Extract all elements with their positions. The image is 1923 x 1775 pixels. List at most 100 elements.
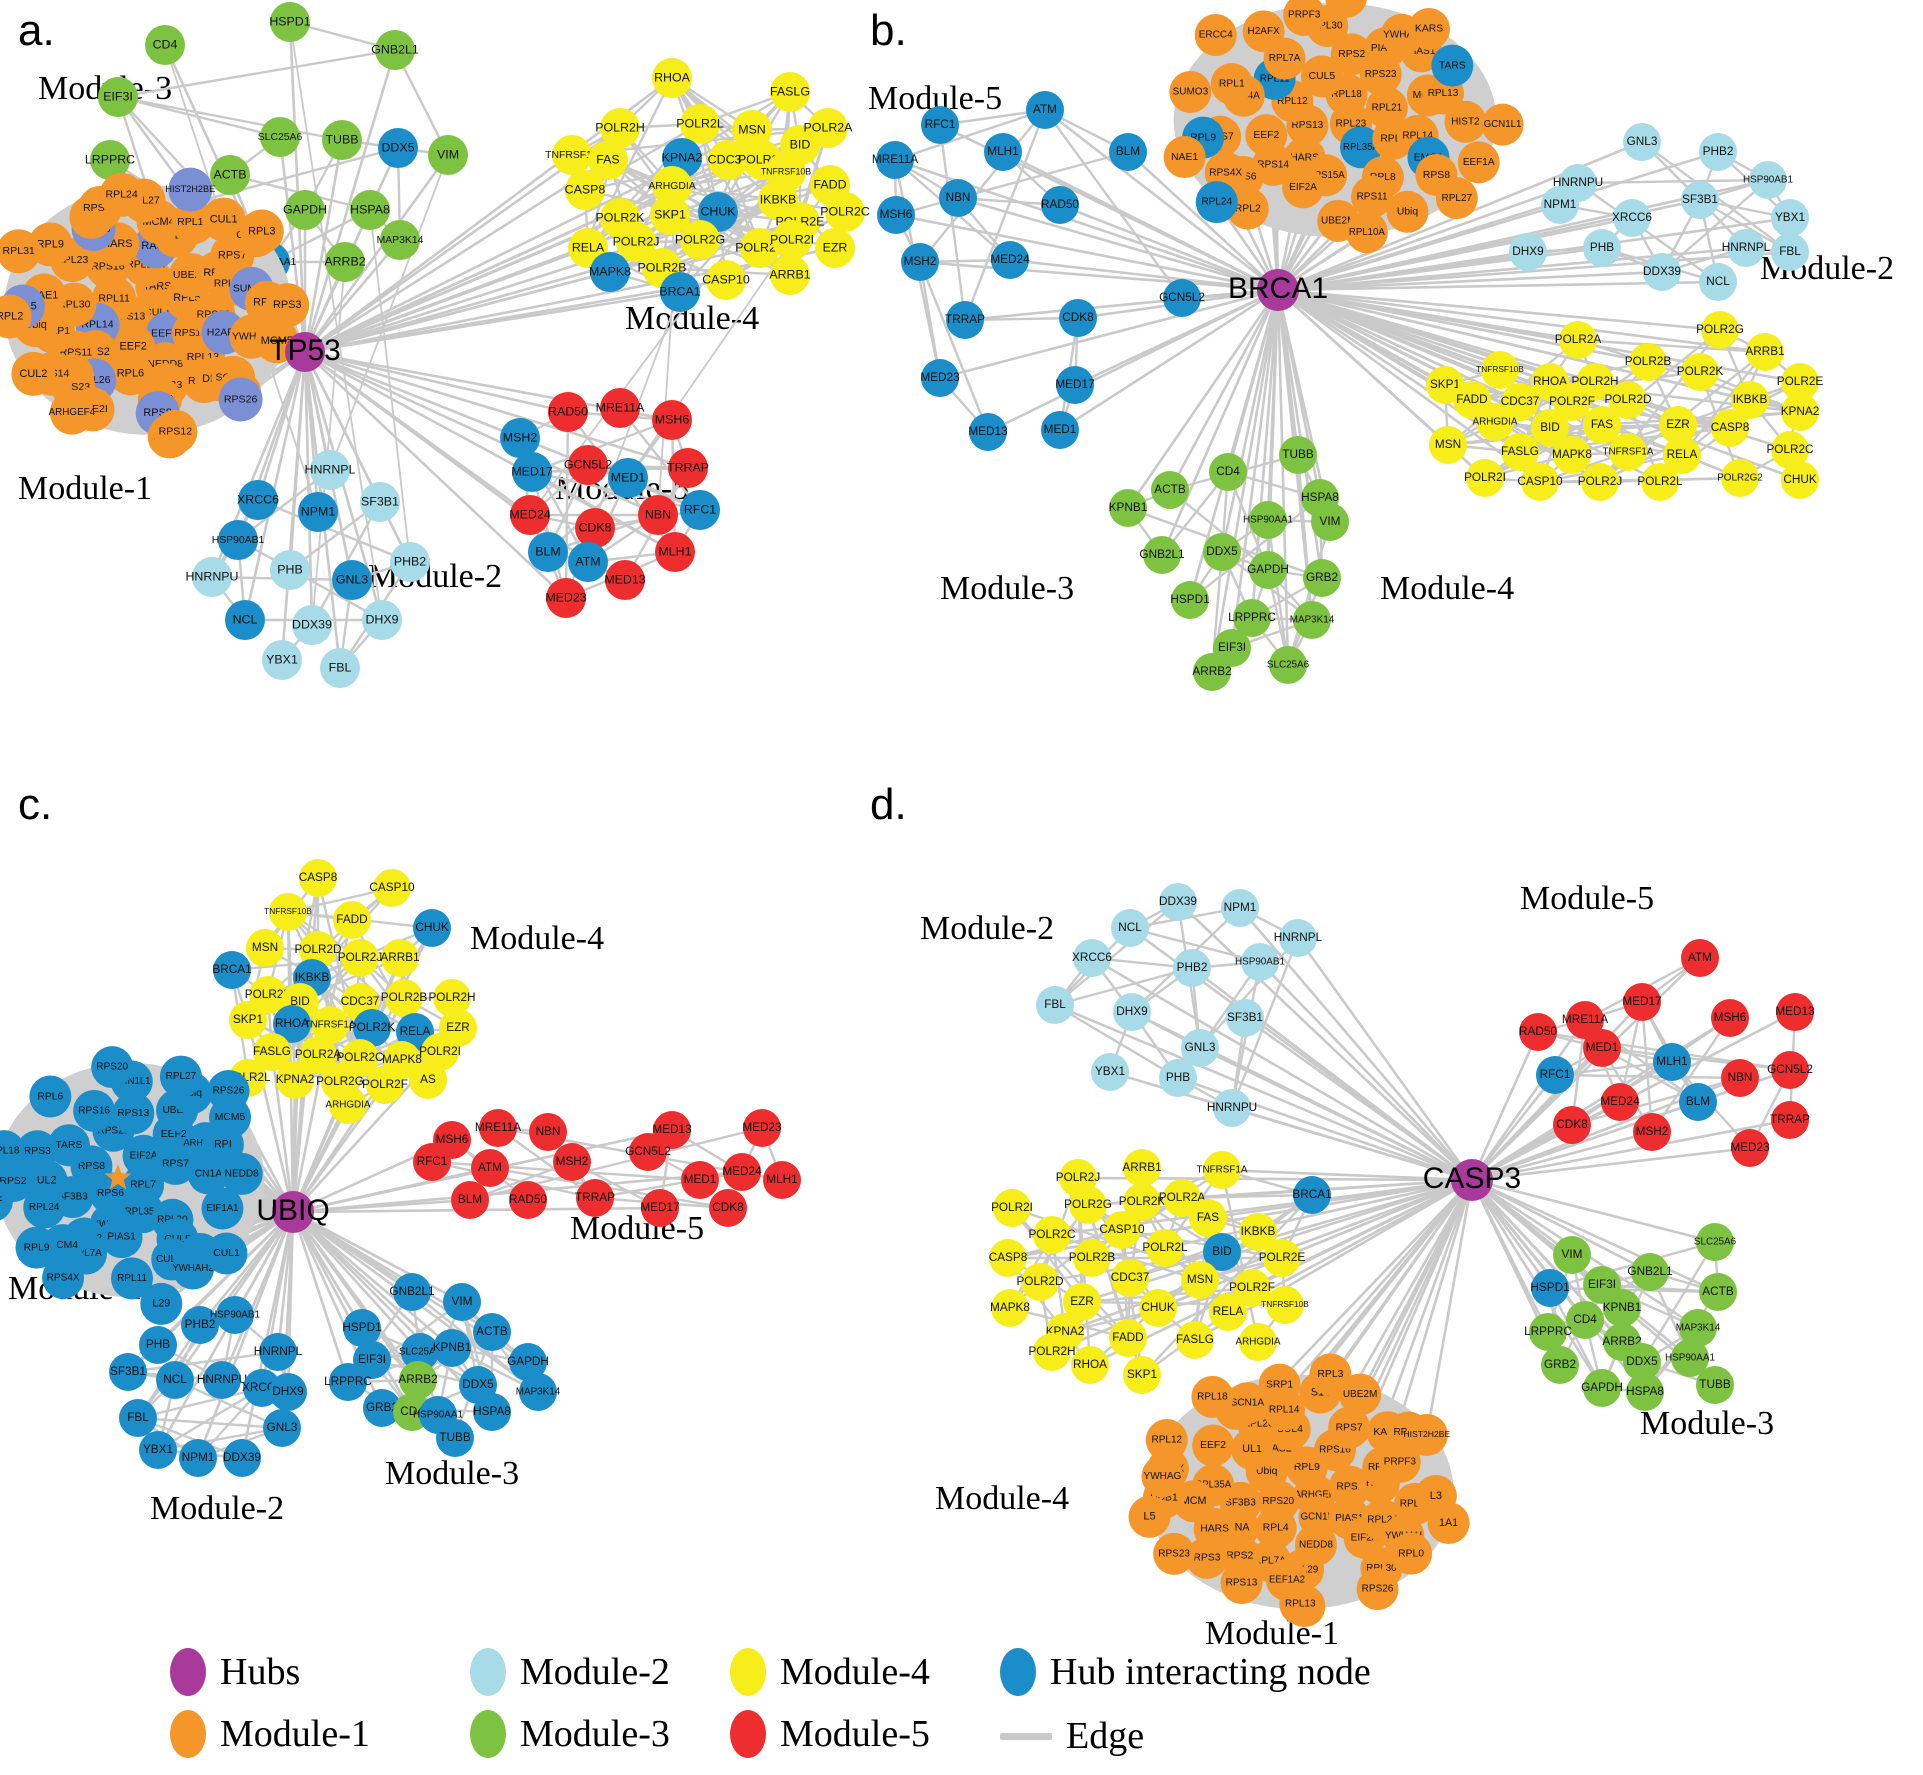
network-node[interactable]: RPL3 — [1309, 1353, 1352, 1396]
network-node[interactable]: DHX9 — [1509, 233, 1547, 271]
network-node[interactable]: MED1 — [608, 458, 648, 498]
network-node[interactable]: TUBB — [1696, 1366, 1734, 1404]
network-node[interactable]: MED13 — [1775, 993, 1815, 1031]
network-node[interactable]: CD4 — [1566, 1301, 1604, 1339]
network-node[interactable]: BLM — [1679, 1083, 1717, 1121]
network-node[interactable]: FBL — [119, 1399, 157, 1437]
network-node[interactable]: RAD50 — [548, 392, 588, 432]
network-node[interactable]: BLM — [528, 532, 568, 572]
network-node[interactable]: BRCA1 — [212, 951, 252, 989]
network-node[interactable]: ACTB — [473, 1313, 511, 1351]
network-node[interactable]: HNRNPL — [1274, 919, 1323, 957]
network-node[interactable]: PHB — [1583, 229, 1621, 267]
network-node[interactable]: MSH2 — [901, 243, 939, 281]
network-node[interactable]: YWHAG — [1141, 1455, 1184, 1498]
network-node[interactable]: L29 — [140, 1282, 183, 1325]
network-node[interactable]: GNL3 — [332, 560, 372, 600]
network-node[interactable]: SUMO3 — [1169, 70, 1212, 113]
network-node[interactable]: PHB — [139, 1326, 177, 1364]
network-node[interactable]: FADD — [1109, 1319, 1147, 1357]
network-node[interactable]: EEF2 — [1192, 1424, 1235, 1467]
network-node[interactable]: RFC1 — [413, 1143, 451, 1181]
network-node[interactable]: NCL — [156, 1361, 194, 1399]
network-node[interactable]: DHX9 — [269, 1373, 307, 1411]
network-node[interactable]: NBN — [1721, 1059, 1759, 1097]
network-node[interactable]: NAE1 — [1163, 136, 1206, 179]
network-node[interactable]: CUL2 — [11, 351, 56, 396]
network-node[interactable]: RAD50 — [1041, 186, 1079, 224]
network-node[interactable]: CHUK — [413, 909, 451, 947]
network-node[interactable]: NCL — [225, 600, 265, 640]
network-node[interactable]: RPL12 — [1145, 1419, 1188, 1462]
network-node[interactable]: NPM1 — [298, 492, 338, 532]
network-node[interactable]: HSP90AB1 — [1743, 161, 1793, 199]
network-node[interactable]: HSPD1 — [1530, 1269, 1570, 1307]
network-node[interactable]: EIF3I — [98, 77, 138, 117]
network-node[interactable]: RPL3 — [239, 209, 284, 254]
network-node[interactable]: MSH6 — [652, 400, 692, 440]
network-node[interactable]: DHX9 — [1113, 993, 1151, 1031]
network-node[interactable]: TARS — [1431, 44, 1474, 87]
network-node[interactable]: RPL6 — [29, 1075, 72, 1118]
network-node[interactable]: HNRNPU — [185, 557, 239, 597]
network-node[interactable]: GCN5L2 — [1767, 1051, 1813, 1089]
network-node[interactable]: MAP3K14 — [377, 220, 424, 260]
network-node[interactable]: VIM — [428, 135, 468, 175]
network-node[interactable]: SKP1 — [229, 1001, 267, 1039]
network-node[interactable]: MED17 — [1055, 366, 1095, 404]
network-node[interactable]: NPM1 — [1221, 889, 1259, 927]
network-node[interactable]: CHUK — [1781, 461, 1819, 499]
network-node[interactable]: RPS4X — [42, 1256, 85, 1299]
network-node[interactable]: VIM — [1311, 503, 1349, 541]
network-node[interactable]: RHOA — [1071, 1346, 1109, 1384]
network-node[interactable]: NBN — [939, 179, 977, 217]
network-node[interactable]: L5 — [1128, 1495, 1171, 1538]
network-node[interactable]: SF3B1 — [1226, 999, 1264, 1037]
network-node[interactable]: CDK8 — [1553, 1106, 1591, 1144]
network-node[interactable]: RPS20 — [91, 1046, 134, 1089]
network-node[interactable]: H2AFX — [1242, 10, 1285, 53]
network-node[interactable]: ACTB — [1699, 1273, 1737, 1311]
network-node[interactable]: TRRAP — [945, 301, 985, 339]
network-node[interactable]: DDX5 — [1203, 533, 1241, 571]
network-node[interactable]: CASP8 — [299, 859, 338, 897]
network-node[interactable]: SKP1 — [1123, 1356, 1161, 1394]
network-node[interactable]: EZR — [815, 228, 855, 268]
network-node[interactable]: YBX1 — [262, 640, 302, 680]
network-node[interactable]: SLC25A6 — [1694, 1223, 1737, 1261]
network-node[interactable]: PHB2 — [181, 1306, 219, 1344]
network-node[interactable]: GNL3 — [1623, 123, 1661, 161]
network-node[interactable]: TUBB — [322, 120, 362, 160]
network-node[interactable]: XRCC6 — [1072, 939, 1112, 977]
network-node[interactable]: MSN — [1181, 1261, 1219, 1299]
network-node[interactable]: RPL24 — [99, 172, 144, 217]
network-node[interactable]: MLH1 — [984, 133, 1022, 171]
network-node[interactable]: MSH6 — [1711, 999, 1749, 1037]
network-node[interactable]: FAS — [1189, 1199, 1227, 1237]
network-node[interactable]: NEDD8 — [220, 1152, 263, 1195]
network-node[interactable]: RPL1 — [1210, 63, 1253, 106]
network-node[interactable]: RPL13 — [1279, 1582, 1322, 1625]
network-node[interactable]: RPL18 — [1191, 1375, 1234, 1418]
network-node[interactable]: HSPD1 — [269, 2, 311, 42]
network-node[interactable]: FASLG — [770, 72, 810, 112]
network-node[interactable]: RFC1 — [921, 106, 959, 144]
network-node[interactable]: ERCC4 — [1194, 14, 1237, 57]
network-node[interactable]: RPS12 — [153, 409, 198, 454]
network-node[interactable]: KPNA2 — [1781, 393, 1820, 431]
network-node[interactable]: HNRNPU — [1207, 1089, 1257, 1127]
network-node[interactable]: GAPDH — [1581, 1369, 1623, 1407]
hub-node[interactable]: CASP3 — [1423, 1159, 1521, 1201]
network-node[interactable]: Ubiq — [1386, 190, 1429, 233]
network-node[interactable]: FADD — [333, 901, 371, 939]
network-node[interactable]: FBL — [320, 648, 360, 688]
network-node[interactable]: RPS16 — [73, 1089, 116, 1132]
network-node[interactable]: MSH2 — [500, 418, 540, 458]
network-node[interactable]: RPS13 — [1220, 1561, 1263, 1604]
network-node[interactable]: GNL3 — [263, 1409, 301, 1447]
network-node[interactable]: ATM — [1026, 91, 1064, 129]
network-node[interactable]: ATM — [568, 542, 608, 582]
network-node[interactable]: KPNB1 — [1603, 1289, 1642, 1327]
network-node[interactable]: DDX39 — [292, 605, 332, 645]
network-node[interactable]: HSPA8 — [1626, 1373, 1664, 1411]
